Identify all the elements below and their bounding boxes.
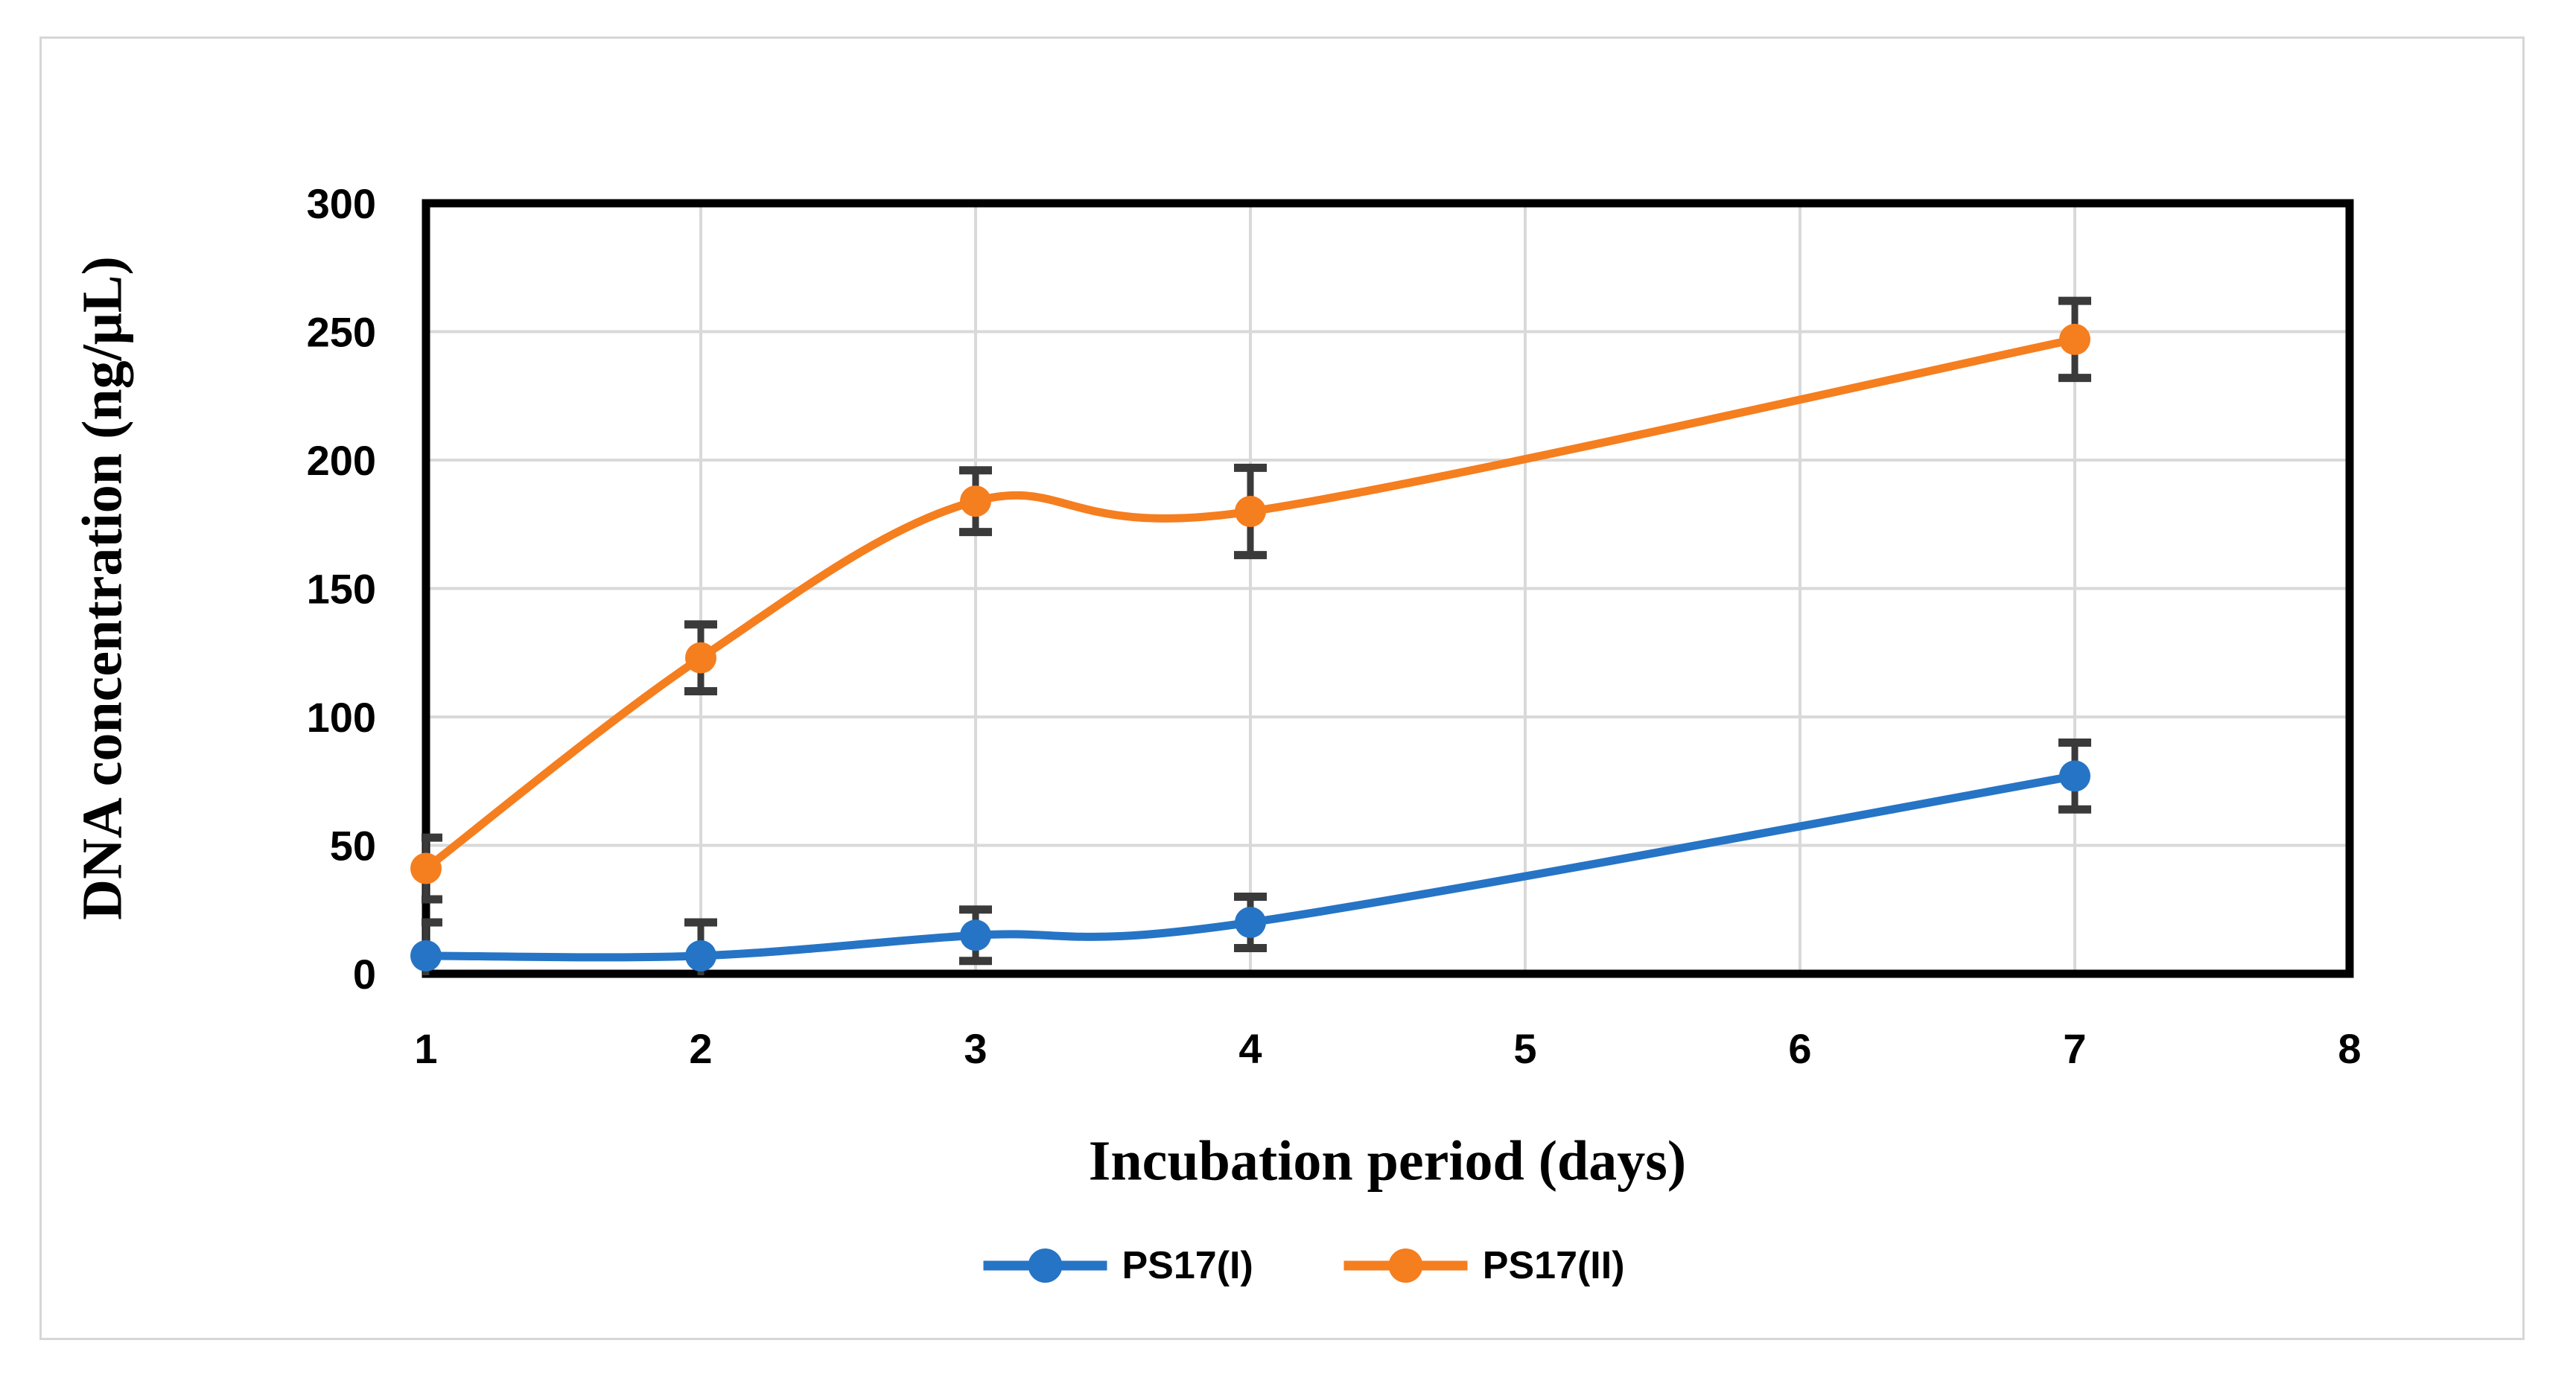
legend-label-ps17-i: PS17(I) — [1122, 1244, 1253, 1287]
x-tick-label: 2 — [689, 1025, 712, 1072]
series-markers-ps17-ii — [410, 323, 2090, 884]
legend-marker-ps17-ii — [1343, 1248, 1468, 1283]
x-axis-title: Incubation period (days) — [1088, 1129, 1687, 1193]
x-axis-tick-labels: 1 2 3 4 5 6 7 8 — [414, 1025, 2361, 1072]
y-axis-tick-labels: 0 50 100 150 200 250 300 — [307, 180, 376, 998]
legend-marker-ps17-i — [983, 1248, 1107, 1283]
data-point-marker — [1235, 907, 1266, 938]
y-tick-label: 250 — [307, 309, 376, 356]
data-point-marker — [2059, 323, 2090, 355]
y-tick-label: 300 — [307, 180, 376, 227]
data-point-marker — [2059, 760, 2090, 792]
y-tick-label: 200 — [307, 437, 376, 484]
y-axis-title: DNA concentration (ng/μL) — [71, 256, 134, 920]
plot-border — [422, 199, 2354, 978]
data-point-marker — [1235, 496, 1266, 527]
x-tick-label: 5 — [1513, 1025, 1536, 1072]
legend-label-ps17-ii: PS17(II) — [1482, 1244, 1625, 1287]
x-tick-label: 7 — [2063, 1025, 2086, 1072]
x-tick-label: 6 — [1788, 1025, 1811, 1072]
legend: PS17(I) PS17(II) — [982, 1243, 1625, 1288]
legend-item-ps17-i[interactable]: PS17(I) — [982, 1243, 1253, 1288]
x-tick-label: 3 — [964, 1025, 987, 1072]
x-tick-label: 8 — [2338, 1025, 2361, 1072]
data-point-marker — [410, 940, 442, 972]
data-point-marker — [685, 642, 716, 674]
legend-item-ps17-ii[interactable]: PS17(II) — [1343, 1243, 1625, 1288]
series-line-ps17-i — [422, 771, 2079, 962]
x-tick-label: 1 — [414, 1025, 437, 1072]
gridlines — [426, 203, 2350, 974]
y-tick-label: 0 — [353, 951, 376, 998]
data-point-marker — [685, 940, 716, 972]
data-point-marker — [960, 919, 991, 951]
y-tick-label: 150 — [307, 566, 376, 613]
series-markers-ps17-i — [410, 760, 2090, 972]
data-point-marker — [410, 852, 442, 884]
data-point-marker — [960, 485, 991, 517]
figure-frame — [39, 36, 2525, 1340]
y-tick-label: 100 — [307, 694, 376, 741]
y-tick-label: 50 — [330, 823, 376, 870]
x-tick-label: 4 — [1238, 1025, 1262, 1072]
series-line-ps17-ii — [422, 335, 2079, 873]
